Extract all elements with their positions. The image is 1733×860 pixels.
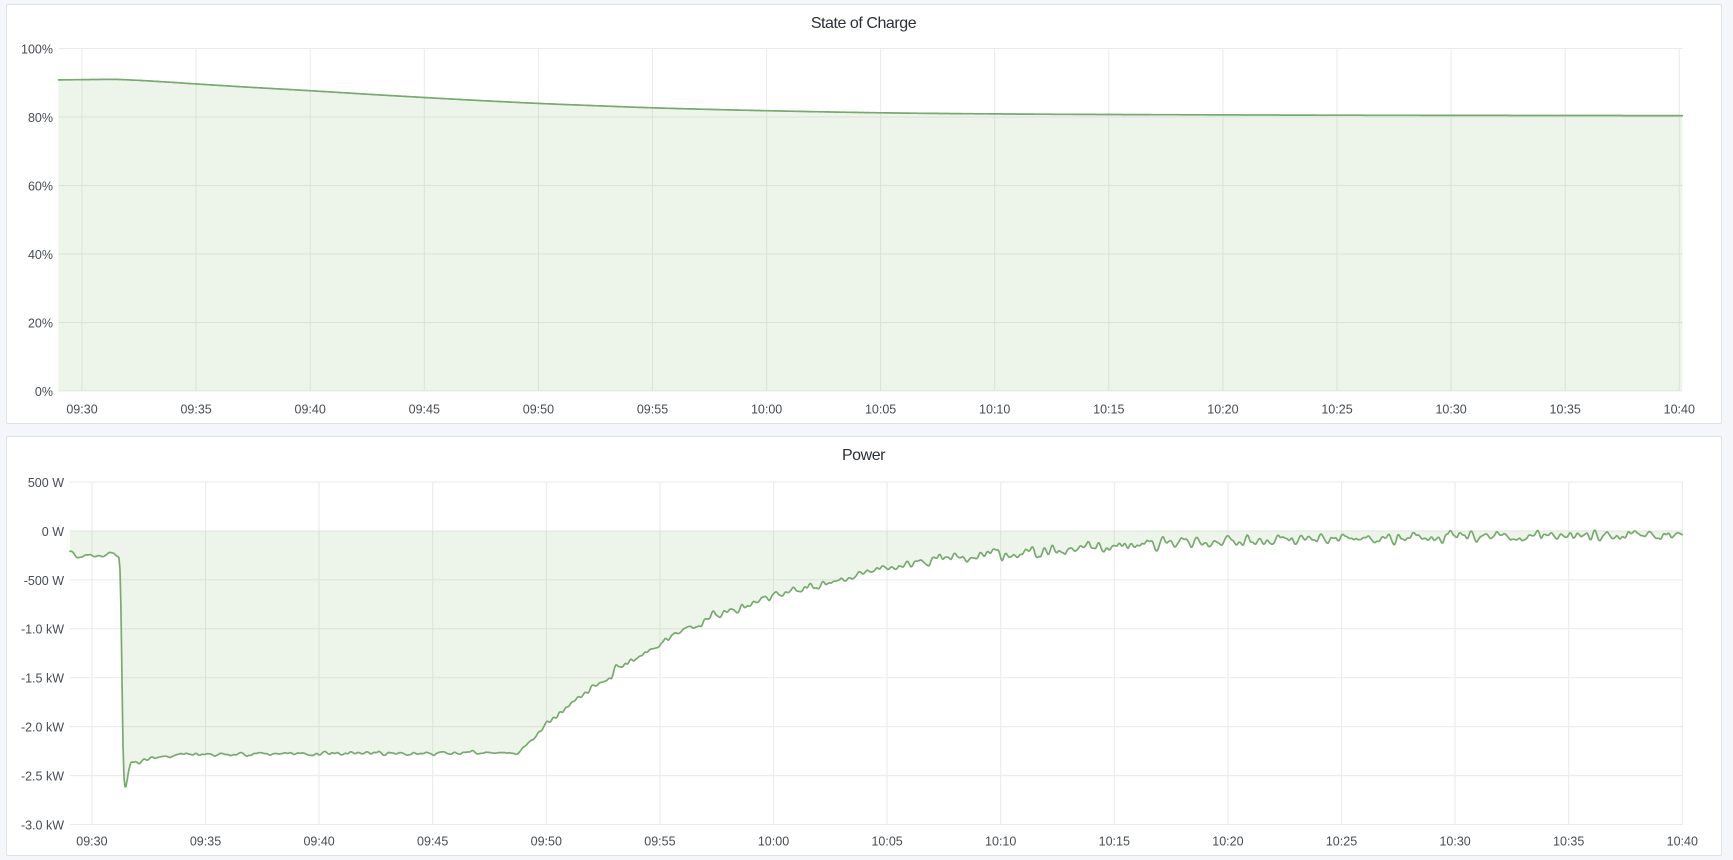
svg-text:09:30: 09:30 (76, 834, 107, 848)
svg-text:10:35: 10:35 (1553, 834, 1584, 848)
svg-text:09:35: 09:35 (190, 834, 221, 848)
svg-text:10:15: 10:15 (1099, 834, 1130, 848)
svg-text:100%: 100% (21, 42, 53, 56)
svg-text:500 W: 500 W (28, 476, 64, 490)
svg-text:Power: Power (842, 447, 886, 464)
svg-text:60%: 60% (28, 179, 53, 193)
svg-text:40%: 40% (28, 248, 53, 262)
svg-text:10:25: 10:25 (1321, 402, 1352, 416)
svg-text:10:00: 10:00 (751, 402, 782, 416)
svg-text:10:25: 10:25 (1326, 834, 1357, 848)
svg-text:10:10: 10:10 (979, 402, 1010, 416)
svg-text:10:10: 10:10 (985, 834, 1016, 848)
svg-text:-1.0 kW: -1.0 kW (21, 623, 64, 637)
svg-text:10:00: 10:00 (758, 834, 789, 848)
svg-text:-3.0 kW: -3.0 kW (21, 818, 64, 832)
svg-text:20%: 20% (28, 316, 53, 330)
svg-text:10:35: 10:35 (1550, 402, 1581, 416)
svg-text:0 W: 0 W (42, 525, 64, 539)
svg-text:09:45: 09:45 (417, 834, 448, 848)
svg-text:09:55: 09:55 (637, 402, 668, 416)
svg-text:-500 W: -500 W (24, 574, 64, 588)
svg-text:State of Charge: State of Charge (811, 15, 917, 32)
svg-text:09:35: 09:35 (180, 402, 211, 416)
svg-text:10:30: 10:30 (1435, 402, 1466, 416)
svg-text:10:05: 10:05 (871, 834, 902, 848)
svg-text:10:05: 10:05 (865, 402, 896, 416)
svg-text:10:20: 10:20 (1212, 834, 1243, 848)
svg-text:09:40: 09:40 (303, 834, 334, 848)
svg-text:09:50: 09:50 (531, 834, 562, 848)
svg-text:09:55: 09:55 (644, 834, 675, 848)
svg-text:-2.0 kW: -2.0 kW (21, 721, 64, 735)
svg-text:-2.5 kW: -2.5 kW (21, 770, 64, 784)
svg-text:09:50: 09:50 (523, 402, 554, 416)
svg-text:09:30: 09:30 (66, 402, 97, 416)
svg-text:10:15: 10:15 (1093, 402, 1124, 416)
svg-text:09:45: 09:45 (409, 402, 440, 416)
svg-text:0%: 0% (35, 385, 53, 399)
svg-text:10:30: 10:30 (1439, 834, 1470, 848)
svg-text:10:20: 10:20 (1207, 402, 1238, 416)
svg-text:10:40: 10:40 (1664, 402, 1695, 416)
svg-text:10:40: 10:40 (1667, 834, 1698, 848)
svg-text:80%: 80% (28, 111, 53, 125)
svg-text:09:40: 09:40 (295, 402, 326, 416)
svg-text:-1.5 kW: -1.5 kW (21, 672, 64, 686)
